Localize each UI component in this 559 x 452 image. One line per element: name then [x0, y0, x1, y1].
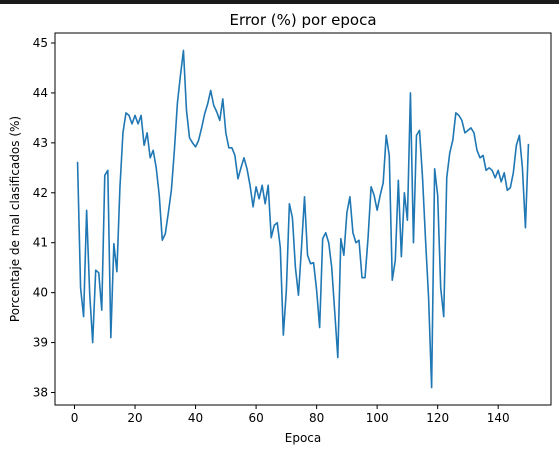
y-tick-label-3: 41: [33, 236, 48, 250]
plot-area: [54, 32, 552, 406]
x-tick-label-7: 140: [487, 411, 510, 425]
y-axis-label: Porcentaje de mal clasificados (%): [8, 116, 22, 322]
chart-title: Error (%) por epoca: [229, 11, 376, 29]
plot-frame: [54, 32, 552, 406]
window-top-border: [0, 0, 559, 4]
y-tick-label-1: 39: [33, 336, 48, 350]
y-tick-label-6: 44: [33, 86, 48, 100]
y-tick-label-0: 38: [33, 386, 48, 400]
axis-ticks: 0 20 40 60 80 100 120 140 38 39 40 41 42 43 44 45: [33, 36, 510, 425]
x-tick-label-0: 0: [71, 411, 79, 425]
x-tick-label-4: 80: [309, 411, 324, 425]
x-tick-label-6: 120: [426, 411, 449, 425]
y-tick-label-7: 45: [33, 36, 48, 50]
x-tick-label-1: 20: [127, 411, 142, 425]
y-tick-label-5: 43: [33, 136, 48, 150]
x-tick-label-3: 60: [248, 411, 263, 425]
series-line-0: [76, 49, 530, 389]
x-tick-label-5: 100: [366, 411, 389, 425]
x-axis-label: Epoca: [285, 431, 322, 445]
y-tick-label-4: 42: [33, 186, 48, 200]
x-tick-label-2: 40: [188, 411, 203, 425]
y-tick-label-2: 40: [33, 286, 48, 300]
